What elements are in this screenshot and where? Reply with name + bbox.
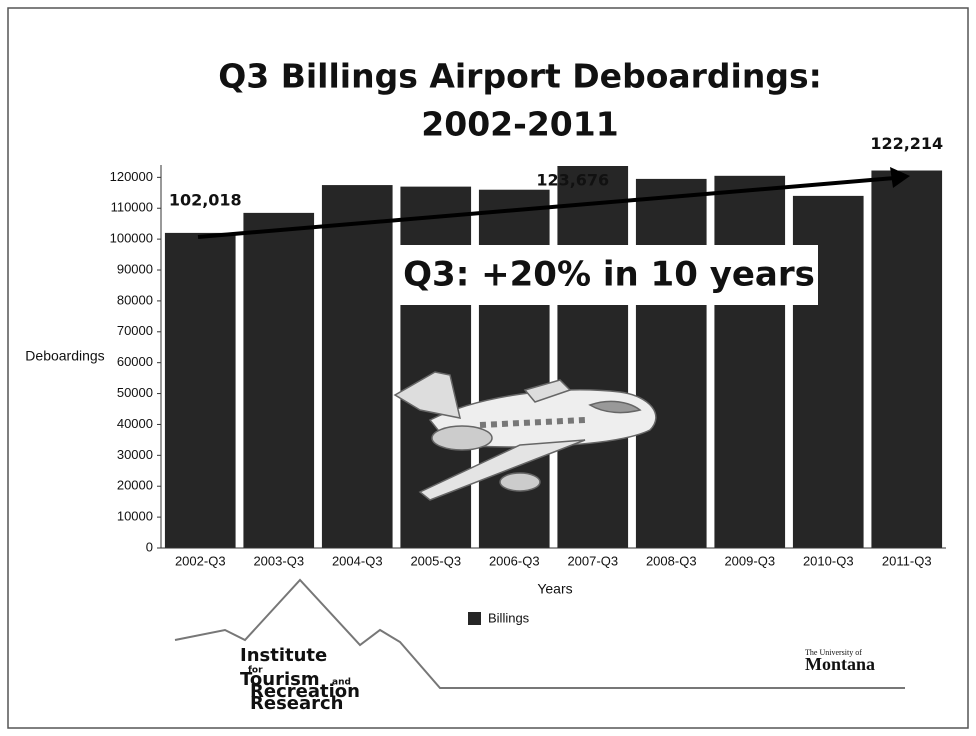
legend-swatch: [468, 612, 481, 625]
logo-text: Recreation: [250, 681, 360, 702]
bar: [871, 170, 943, 549]
y-tick-label: 20000: [117, 478, 153, 493]
annotation-box: [400, 245, 818, 305]
x-tick-label: 2003-Q3: [253, 553, 304, 568]
x-tick-label: 2009-Q3: [724, 553, 775, 568]
bar: [243, 212, 315, 548]
y-tick-label: 60000: [117, 354, 153, 369]
chart-title: Q3 Billings Airport Deboardings:: [218, 57, 822, 96]
trend-arrow: [197, 176, 896, 239]
y-tick-label: 80000: [117, 292, 153, 307]
bar: [714, 175, 786, 548]
y-tick-label: 110000: [111, 200, 153, 215]
university-logo: The University of Montana: [805, 648, 875, 674]
y-tick-label: 120000: [110, 169, 153, 184]
institute-logo: Institute for Tourism and Recreation Res…: [174, 578, 905, 714]
value-label: 102,018: [169, 190, 242, 209]
value-label: 122,214: [870, 134, 943, 153]
logo-text: Tourism: [240, 669, 320, 690]
x-tick-label: 2005-Q3: [410, 553, 461, 568]
chart-title: 2002-2011: [421, 105, 618, 144]
x-tick-label: 2008-Q3: [646, 553, 697, 568]
y-tick-label: 30000: [117, 447, 153, 462]
bar: [478, 189, 550, 549]
bar: [557, 166, 629, 549]
x-axis-label: Years: [537, 581, 572, 597]
logo-text: and: [332, 678, 351, 688]
y-tick-label: 90000: [117, 261, 153, 276]
logo-text: Montana: [805, 654, 875, 674]
x-tick-label: 2010-Q3: [803, 553, 854, 568]
value-label: 123,676: [536, 171, 609, 190]
y-axis-label: Deboardings: [25, 348, 104, 364]
logo-text: The University of: [805, 648, 862, 657]
y-tick-label: 50000: [117, 385, 153, 400]
x-tick-label: 2002-Q3: [175, 553, 226, 568]
legend: Billings: [468, 610, 530, 625]
y-tick-label: 100000: [110, 231, 153, 246]
x-tick-label: 2006-Q3: [489, 553, 540, 568]
y-tick-label: 40000: [117, 416, 153, 431]
bar: [164, 232, 236, 549]
logo-text: for: [248, 666, 263, 676]
bar: [635, 178, 707, 548]
x-tick-label: 2007-Q3: [567, 553, 618, 568]
logo-text: Institute: [240, 645, 327, 666]
legend-label: Billings: [488, 610, 530, 625]
bar: [321, 185, 393, 549]
y-tick-label: 70000: [117, 323, 153, 338]
arrow-head: [890, 167, 910, 188]
airplane-icon: [393, 371, 657, 501]
annotation: Q3: +20% in 10 years: [403, 255, 815, 295]
x-tick-label: 2011-Q3: [882, 553, 932, 568]
y-tick-label: 0: [146, 539, 153, 554]
logo-text: Research: [250, 693, 344, 714]
y-tick-label: 10000: [117, 509, 153, 524]
x-tick-label: 2004-Q3: [332, 553, 383, 568]
